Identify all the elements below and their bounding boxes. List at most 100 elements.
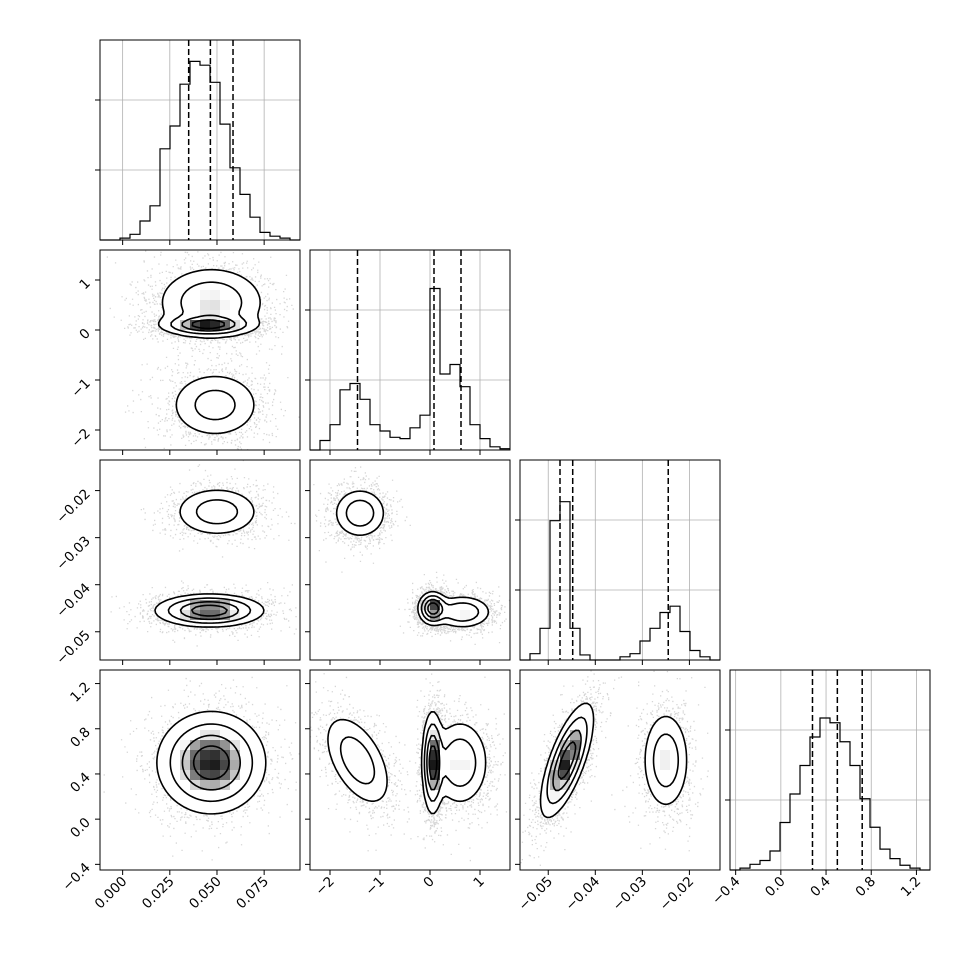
density-area (103, 676, 300, 861)
density-cells (240, 760, 250, 770)
contour-line-3 (424, 598, 444, 619)
density-cells (190, 760, 200, 770)
y-tick-label: −2 (68, 426, 93, 451)
contour-line-4 (428, 745, 438, 780)
density-cells (210, 760, 220, 770)
contour-line-3 (181, 314, 236, 332)
density-fill (154, 491, 264, 627)
density-cells (210, 290, 220, 300)
density-cells (550, 770, 560, 780)
x-tick-label: −0.04 (563, 874, 604, 915)
density-cells (210, 740, 220, 750)
density-cells (350, 750, 360, 760)
histogram-step (730, 717, 930, 871)
density-cells (200, 760, 210, 770)
density-area (520, 670, 709, 866)
corner-plot-panels: 0.000 0.025 0.050 0.075 −2 −1 0 1 −0.05 −0.04 −0.0… (53, 39, 931, 915)
x-tick-label: 0.000 (92, 874, 131, 913)
x-tick-label: 1 (470, 874, 487, 891)
contour-line-4 (192, 745, 230, 781)
y-tick-label: −0.02 (53, 486, 94, 527)
density-cells (220, 770, 230, 780)
panel-frame (99, 459, 301, 661)
histogram-3 (725, 669, 931, 871)
x-tick-label: 1.2 (898, 874, 925, 901)
panel-1-0 (99, 249, 301, 451)
density-cells (180, 760, 190, 770)
panel-frame (519, 459, 721, 661)
x-tick-label: −2 (312, 874, 337, 899)
y-tick-label: −0.03 (53, 533, 94, 574)
x-tick-label: 0.075 (233, 874, 272, 913)
y-tick-label: 1.2 (67, 679, 94, 706)
y-tick-label: 0 (76, 326, 93, 343)
density-cells (660, 750, 670, 760)
density-cells (230, 760, 240, 770)
y-tick-label: −0.4 (59, 860, 93, 894)
panel-frame (309, 459, 511, 661)
x-tick-label: −1 (362, 874, 387, 899)
density-cells (210, 750, 220, 760)
x-tick-label: 0 (420, 874, 437, 891)
contour-line-3 (426, 734, 441, 791)
y-tick-label: −0.04 (53, 580, 94, 621)
panel-frame (99, 39, 301, 241)
panel-2-0 (99, 459, 301, 661)
density-cells (200, 780, 210, 790)
x-tick-label: −0.05 (515, 874, 556, 915)
x-tick-label: −0.02 (657, 874, 698, 915)
density-cells (660, 760, 670, 770)
density-cells (210, 780, 220, 790)
panel-3-2 (519, 669, 721, 871)
histogram-1 (305, 249, 511, 451)
x-tick-label: 0.0 (762, 874, 789, 901)
density-area (310, 466, 510, 645)
y-tick-label: 0.8 (67, 724, 94, 751)
contour-line-1 (157, 268, 261, 435)
contour-line-4 (191, 319, 225, 330)
density-area (310, 673, 508, 862)
density-fill (335, 491, 488, 627)
panel-frame (729, 669, 931, 871)
panel-frame (99, 249, 301, 451)
y-tick-label: −0.05 (53, 627, 94, 668)
panel-frame (309, 249, 511, 451)
contour-line-3 (181, 734, 242, 791)
contour-line-3 (179, 601, 240, 621)
density-cells (430, 750, 440, 760)
contour-line-4 (191, 604, 228, 617)
density-cells (560, 760, 570, 770)
contour-line-2 (345, 499, 480, 623)
contour-line-2 (170, 281, 248, 421)
density-cells (460, 610, 470, 620)
histogram-step (310, 287, 510, 451)
density-cells (200, 750, 210, 760)
panel-frame (99, 669, 301, 871)
x-tick-label: 0.4 (807, 874, 834, 901)
scatter-points (310, 673, 508, 862)
density-cells (230, 740, 240, 750)
panel-3-1 (309, 669, 511, 871)
contour-line-2 (339, 723, 477, 802)
contour-line-4 (557, 741, 577, 780)
contour-line-1 (154, 489, 265, 628)
density-cells (220, 740, 230, 750)
histogram-0 (95, 39, 301, 241)
contour-line-2 (546, 716, 680, 805)
panel-frame (519, 669, 721, 871)
y-tick-label: 1 (76, 276, 93, 293)
density-cells (200, 300, 210, 310)
density-cells (210, 300, 220, 310)
x-tick-label: 0.050 (186, 874, 225, 913)
contour-line-1 (156, 710, 267, 815)
density-cells (190, 300, 200, 310)
panel-frame (309, 669, 511, 871)
density-cells (220, 300, 230, 310)
contour-line-1 (539, 702, 688, 819)
density-cells (550, 790, 560, 800)
density-cells (430, 760, 440, 770)
x-tick-label: 0.8 (853, 874, 880, 901)
density-fill (327, 712, 485, 814)
x-tick-label: −0.03 (610, 874, 651, 915)
x-tick-label: −0.4 (709, 874, 743, 908)
